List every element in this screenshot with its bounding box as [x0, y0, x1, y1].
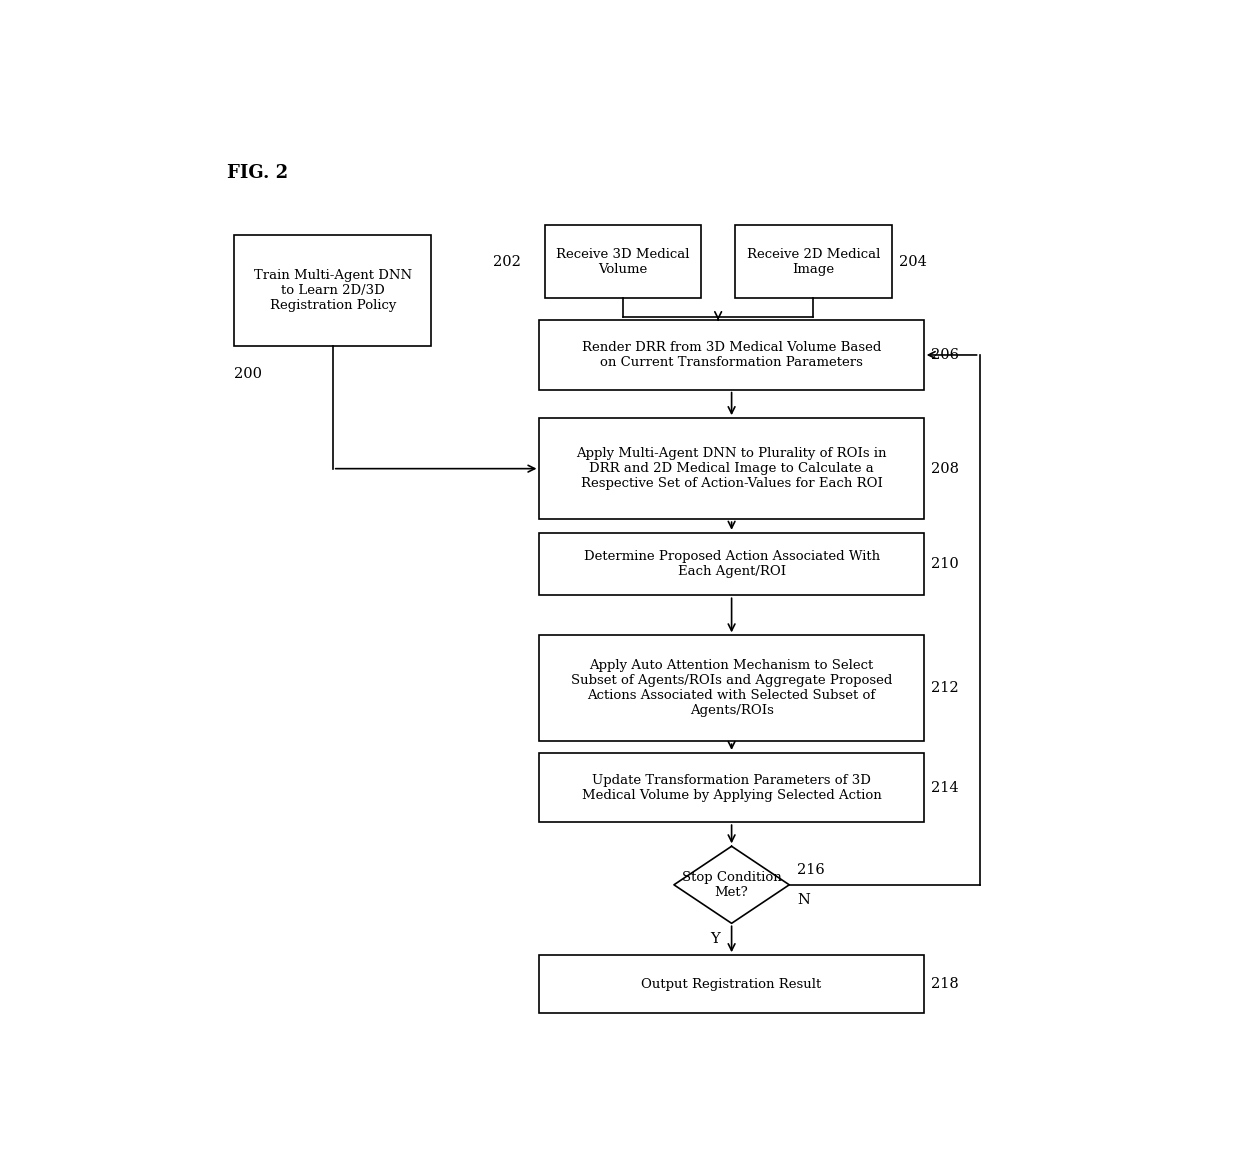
Text: 208: 208: [931, 462, 960, 475]
Text: Receive 3D Medical
Volume: Receive 3D Medical Volume: [557, 247, 689, 275]
FancyBboxPatch shape: [544, 226, 702, 298]
Polygon shape: [675, 847, 789, 923]
Text: Apply Auto Attention Mechanism to Select
Subset of Agents/ROIs and Aggregate Pro: Apply Auto Attention Mechanism to Select…: [570, 660, 893, 717]
Text: Stop Condition
Met?: Stop Condition Met?: [682, 870, 781, 898]
Text: Receive 2D Medical
Image: Receive 2D Medical Image: [746, 247, 880, 275]
Text: 212: 212: [931, 681, 959, 695]
Text: FIG. 2: FIG. 2: [227, 163, 288, 182]
FancyBboxPatch shape: [539, 320, 924, 389]
Text: Update Transformation Parameters of 3D
Medical Volume by Applying Selected Actio: Update Transformation Parameters of 3D M…: [582, 774, 882, 802]
Text: 200: 200: [234, 367, 263, 381]
Text: N: N: [797, 893, 810, 907]
FancyBboxPatch shape: [735, 226, 892, 298]
Text: 206: 206: [931, 348, 960, 362]
Text: Render DRR from 3D Medical Volume Based
on Current Transformation Parameters: Render DRR from 3D Medical Volume Based …: [582, 341, 882, 369]
Text: 214: 214: [931, 781, 959, 795]
Text: Apply Multi-Agent DNN to Plurality of ROIs in
DRR and 2D Medical Image to Calcul: Apply Multi-Agent DNN to Plurality of RO…: [577, 447, 887, 490]
Text: Train Multi-Agent DNN
to Learn 2D/3D
Registration Policy: Train Multi-Agent DNN to Learn 2D/3D Reg…: [254, 269, 412, 312]
FancyBboxPatch shape: [539, 419, 924, 520]
FancyBboxPatch shape: [539, 635, 924, 741]
Text: Determine Proposed Action Associated With
Each Agent/ROI: Determine Proposed Action Associated Wit…: [584, 550, 879, 579]
FancyBboxPatch shape: [539, 955, 924, 1013]
Text: 210: 210: [931, 557, 960, 572]
FancyBboxPatch shape: [234, 235, 432, 346]
Text: 216: 216: [797, 863, 825, 877]
Text: Y: Y: [711, 933, 720, 947]
Text: 218: 218: [931, 977, 960, 991]
Text: 202: 202: [492, 254, 521, 268]
Text: 204: 204: [899, 254, 928, 268]
FancyBboxPatch shape: [539, 753, 924, 822]
Text: Output Registration Result: Output Registration Result: [641, 977, 822, 990]
FancyBboxPatch shape: [539, 533, 924, 595]
